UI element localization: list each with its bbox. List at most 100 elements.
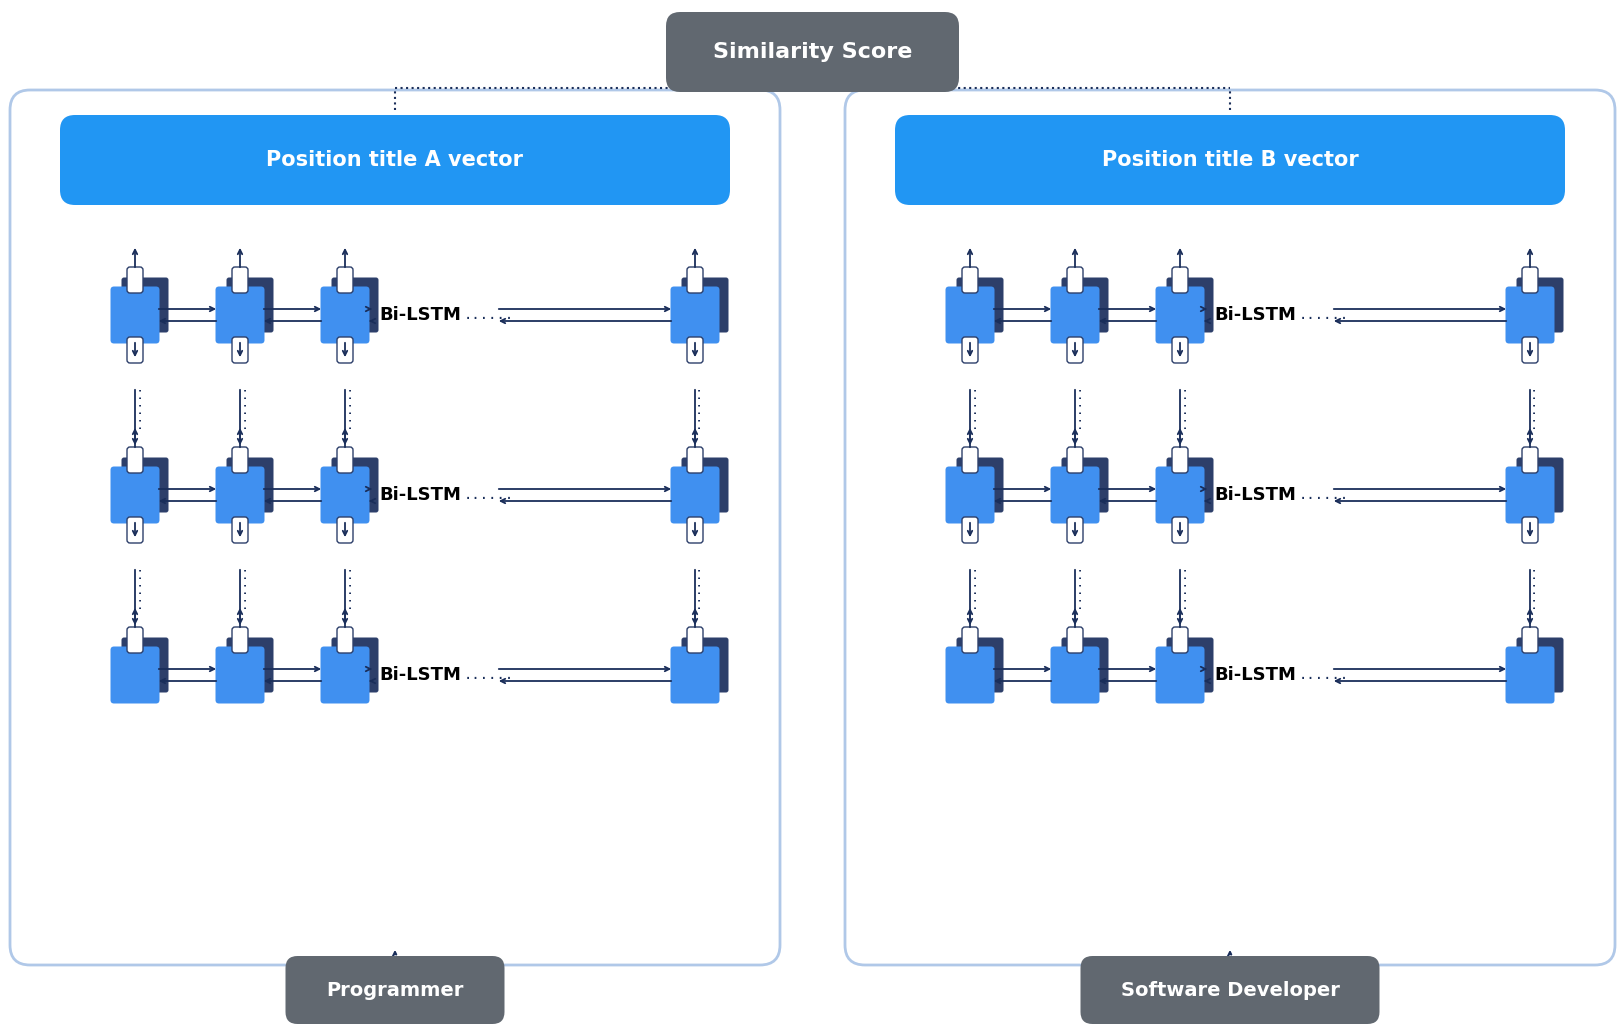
Text: ......: ...... — [234, 382, 247, 427]
FancyBboxPatch shape — [670, 647, 719, 703]
FancyBboxPatch shape — [1066, 517, 1083, 543]
FancyBboxPatch shape — [961, 267, 977, 293]
FancyBboxPatch shape — [961, 337, 977, 363]
FancyBboxPatch shape — [894, 115, 1565, 205]
Text: ......: ...... — [688, 562, 701, 608]
Text: ......: ...... — [464, 668, 514, 682]
FancyBboxPatch shape — [10, 90, 779, 965]
FancyBboxPatch shape — [1521, 517, 1537, 543]
FancyBboxPatch shape — [1165, 457, 1212, 513]
FancyBboxPatch shape — [956, 457, 1003, 513]
FancyBboxPatch shape — [1050, 286, 1099, 343]
Text: ......: ...... — [464, 488, 514, 502]
FancyBboxPatch shape — [320, 647, 370, 703]
FancyBboxPatch shape — [1516, 277, 1563, 333]
FancyBboxPatch shape — [1050, 647, 1099, 703]
Text: Programmer: Programmer — [326, 981, 464, 999]
FancyBboxPatch shape — [338, 337, 352, 363]
FancyBboxPatch shape — [338, 517, 352, 543]
Text: ......: ...... — [1068, 382, 1081, 427]
FancyBboxPatch shape — [687, 267, 703, 293]
Text: ......: ...... — [962, 382, 975, 427]
FancyBboxPatch shape — [945, 286, 993, 343]
Text: ......: ...... — [1298, 488, 1349, 502]
Text: ......: ...... — [464, 308, 514, 322]
Text: Software Developer: Software Developer — [1120, 981, 1339, 999]
FancyBboxPatch shape — [670, 467, 719, 523]
FancyBboxPatch shape — [127, 517, 143, 543]
Text: Bi-LSTM: Bi-LSTM — [1214, 486, 1295, 504]
FancyBboxPatch shape — [338, 267, 352, 293]
FancyBboxPatch shape — [945, 647, 993, 703]
FancyBboxPatch shape — [1172, 267, 1188, 293]
FancyBboxPatch shape — [1156, 647, 1204, 703]
FancyBboxPatch shape — [1505, 286, 1553, 343]
FancyBboxPatch shape — [331, 457, 378, 513]
Text: ......: ...... — [1173, 382, 1186, 427]
FancyBboxPatch shape — [682, 457, 729, 513]
FancyBboxPatch shape — [687, 447, 703, 473]
FancyBboxPatch shape — [1050, 467, 1099, 523]
FancyBboxPatch shape — [1165, 638, 1212, 692]
FancyBboxPatch shape — [226, 277, 273, 333]
FancyBboxPatch shape — [1066, 337, 1083, 363]
FancyBboxPatch shape — [1165, 277, 1212, 333]
FancyBboxPatch shape — [1172, 337, 1188, 363]
Text: ......: ...... — [1298, 668, 1349, 682]
FancyBboxPatch shape — [945, 467, 993, 523]
Text: Bi-LSTM: Bi-LSTM — [1214, 306, 1295, 324]
FancyBboxPatch shape — [122, 638, 169, 692]
FancyBboxPatch shape — [1521, 337, 1537, 363]
FancyBboxPatch shape — [320, 467, 370, 523]
FancyBboxPatch shape — [961, 447, 977, 473]
Text: ......: ...... — [1068, 562, 1081, 608]
FancyBboxPatch shape — [1516, 457, 1563, 513]
FancyBboxPatch shape — [1156, 467, 1204, 523]
FancyBboxPatch shape — [338, 627, 352, 653]
FancyBboxPatch shape — [844, 90, 1613, 965]
FancyBboxPatch shape — [1066, 447, 1083, 473]
FancyBboxPatch shape — [665, 12, 959, 92]
FancyBboxPatch shape — [1079, 956, 1378, 1024]
FancyBboxPatch shape — [216, 647, 265, 703]
FancyBboxPatch shape — [1521, 447, 1537, 473]
FancyBboxPatch shape — [682, 638, 729, 692]
FancyBboxPatch shape — [1505, 467, 1553, 523]
FancyBboxPatch shape — [1156, 286, 1204, 343]
Text: ......: ...... — [234, 562, 247, 608]
FancyBboxPatch shape — [1172, 627, 1188, 653]
FancyBboxPatch shape — [286, 956, 505, 1024]
FancyBboxPatch shape — [110, 647, 159, 703]
FancyBboxPatch shape — [1521, 627, 1537, 653]
FancyBboxPatch shape — [127, 627, 143, 653]
Text: Bi-LSTM: Bi-LSTM — [1214, 666, 1295, 684]
FancyBboxPatch shape — [110, 467, 159, 523]
FancyBboxPatch shape — [1066, 627, 1083, 653]
FancyBboxPatch shape — [687, 517, 703, 543]
FancyBboxPatch shape — [127, 267, 143, 293]
Text: ......: ...... — [1522, 562, 1535, 608]
FancyBboxPatch shape — [232, 337, 248, 363]
FancyBboxPatch shape — [687, 337, 703, 363]
FancyBboxPatch shape — [60, 115, 730, 205]
FancyBboxPatch shape — [961, 517, 977, 543]
FancyBboxPatch shape — [956, 638, 1003, 692]
Text: Similarity Score: Similarity Score — [712, 42, 912, 62]
FancyBboxPatch shape — [670, 286, 719, 343]
Text: ......: ...... — [1173, 562, 1186, 608]
FancyBboxPatch shape — [338, 447, 352, 473]
FancyBboxPatch shape — [320, 286, 370, 343]
FancyBboxPatch shape — [1066, 267, 1083, 293]
Text: ......: ...... — [688, 382, 701, 427]
FancyBboxPatch shape — [232, 267, 248, 293]
FancyBboxPatch shape — [956, 277, 1003, 333]
FancyBboxPatch shape — [110, 286, 159, 343]
FancyBboxPatch shape — [1061, 277, 1109, 333]
FancyBboxPatch shape — [226, 638, 273, 692]
FancyBboxPatch shape — [1505, 647, 1553, 703]
Text: ......: ...... — [128, 562, 141, 608]
FancyBboxPatch shape — [216, 467, 265, 523]
Text: ......: ...... — [128, 382, 141, 427]
Text: Bi-LSTM: Bi-LSTM — [378, 486, 461, 504]
Text: Bi-LSTM: Bi-LSTM — [378, 666, 461, 684]
